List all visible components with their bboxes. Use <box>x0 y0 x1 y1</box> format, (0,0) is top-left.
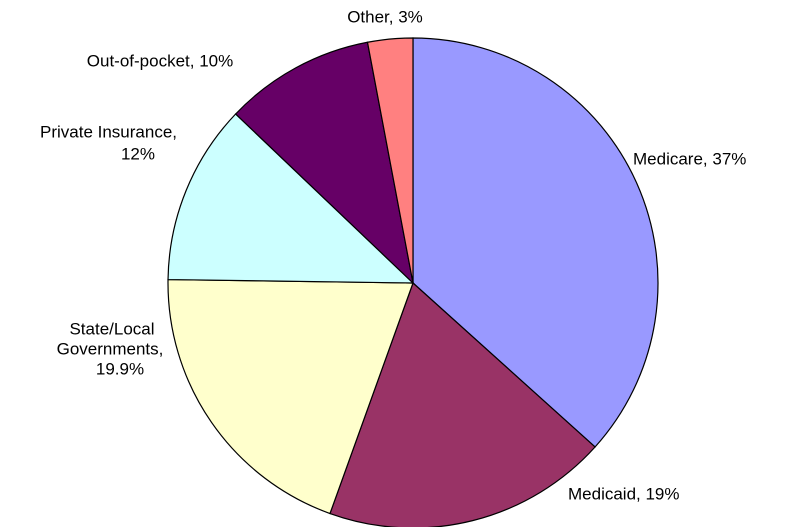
slice-label: Medicaid, 19% <box>568 484 680 503</box>
pie-slice <box>234 41 414 285</box>
pie-slice <box>366 37 414 284</box>
slice-label: Medicare, 37% <box>633 149 746 168</box>
pie-slice <box>412 37 659 448</box>
slice-label: 12% <box>121 144 155 163</box>
pie-slice <box>167 113 415 284</box>
slice-label: Out-of-pocket, 10% <box>87 51 233 70</box>
pie-slice <box>329 281 596 527</box>
slice-label: 19.9% <box>96 359 144 378</box>
pie-slice <box>167 278 414 515</box>
slice-label: Private Insurance, <box>40 122 177 141</box>
slice-label: Governments, <box>57 339 164 358</box>
slice-label: Other, 3% <box>347 7 423 26</box>
slice-label: State/Local <box>69 319 154 338</box>
